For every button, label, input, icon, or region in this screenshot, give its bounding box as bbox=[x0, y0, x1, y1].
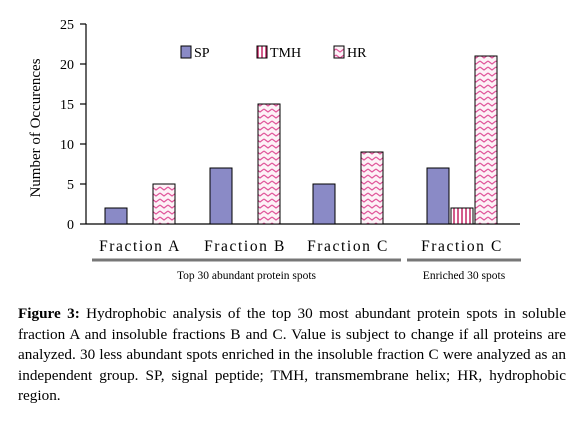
legend-label-tmh: TMH bbox=[270, 46, 301, 61]
x-category-label: Fraction C bbox=[307, 238, 389, 255]
y-tick-label: 5 bbox=[67, 178, 74, 193]
legend-swatch-sp bbox=[180, 45, 192, 59]
y-tick-label: 10 bbox=[60, 138, 74, 153]
bar-hr-0 bbox=[152, 183, 176, 225]
y-tick-label: 20 bbox=[60, 58, 74, 73]
bar-sp-1 bbox=[209, 167, 233, 225]
legend-swatch-tmh bbox=[256, 45, 268, 59]
x-category-label: Fraction C bbox=[421, 238, 503, 255]
group-label: Enriched 30 spots bbox=[423, 270, 506, 282]
legend: SP TMH HR bbox=[180, 45, 367, 61]
y-tick-label: 0 bbox=[67, 218, 74, 233]
x-category-label: Fraction A bbox=[99, 238, 181, 255]
y-axis-label: Number of Occurences bbox=[28, 58, 44, 197]
bar-hr-2 bbox=[360, 151, 384, 225]
bar-tmh-3 bbox=[450, 207, 474, 225]
x-category-label: Fraction B bbox=[204, 238, 286, 255]
group-label: Top 30 abundant protein spots bbox=[177, 270, 317, 282]
bar-sp-3 bbox=[426, 167, 450, 225]
legend-swatch-hr bbox=[333, 45, 345, 59]
bar-chart: 0 5 10 15 20 25 Number of Occurences SP TMH HR F… bbox=[28, 18, 521, 282]
caption-label: Figure 3: bbox=[18, 305, 80, 322]
group-labels: Top 30 abundant protein spots Enriched 30… bbox=[92, 258, 521, 282]
legend-label-sp: SP bbox=[194, 46, 210, 61]
bars bbox=[104, 55, 498, 225]
y-tick-label: 25 bbox=[60, 18, 74, 33]
bar-sp-0 bbox=[104, 207, 128, 225]
caption-text: Hydrophobic analysis of the top 30 most … bbox=[18, 305, 566, 404]
figure-caption: Figure 3: Hydrophobic analysis of the to… bbox=[18, 304, 566, 407]
bar-sp-2 bbox=[312, 183, 336, 225]
category-labels: Fraction A Fraction B Fraction C Fraction C bbox=[99, 238, 503, 255]
legend-label-hr: HR bbox=[347, 46, 367, 61]
bar-hr-3 bbox=[474, 55, 498, 225]
bar-hr-1 bbox=[257, 103, 281, 225]
y-tick-label: 15 bbox=[60, 98, 74, 113]
